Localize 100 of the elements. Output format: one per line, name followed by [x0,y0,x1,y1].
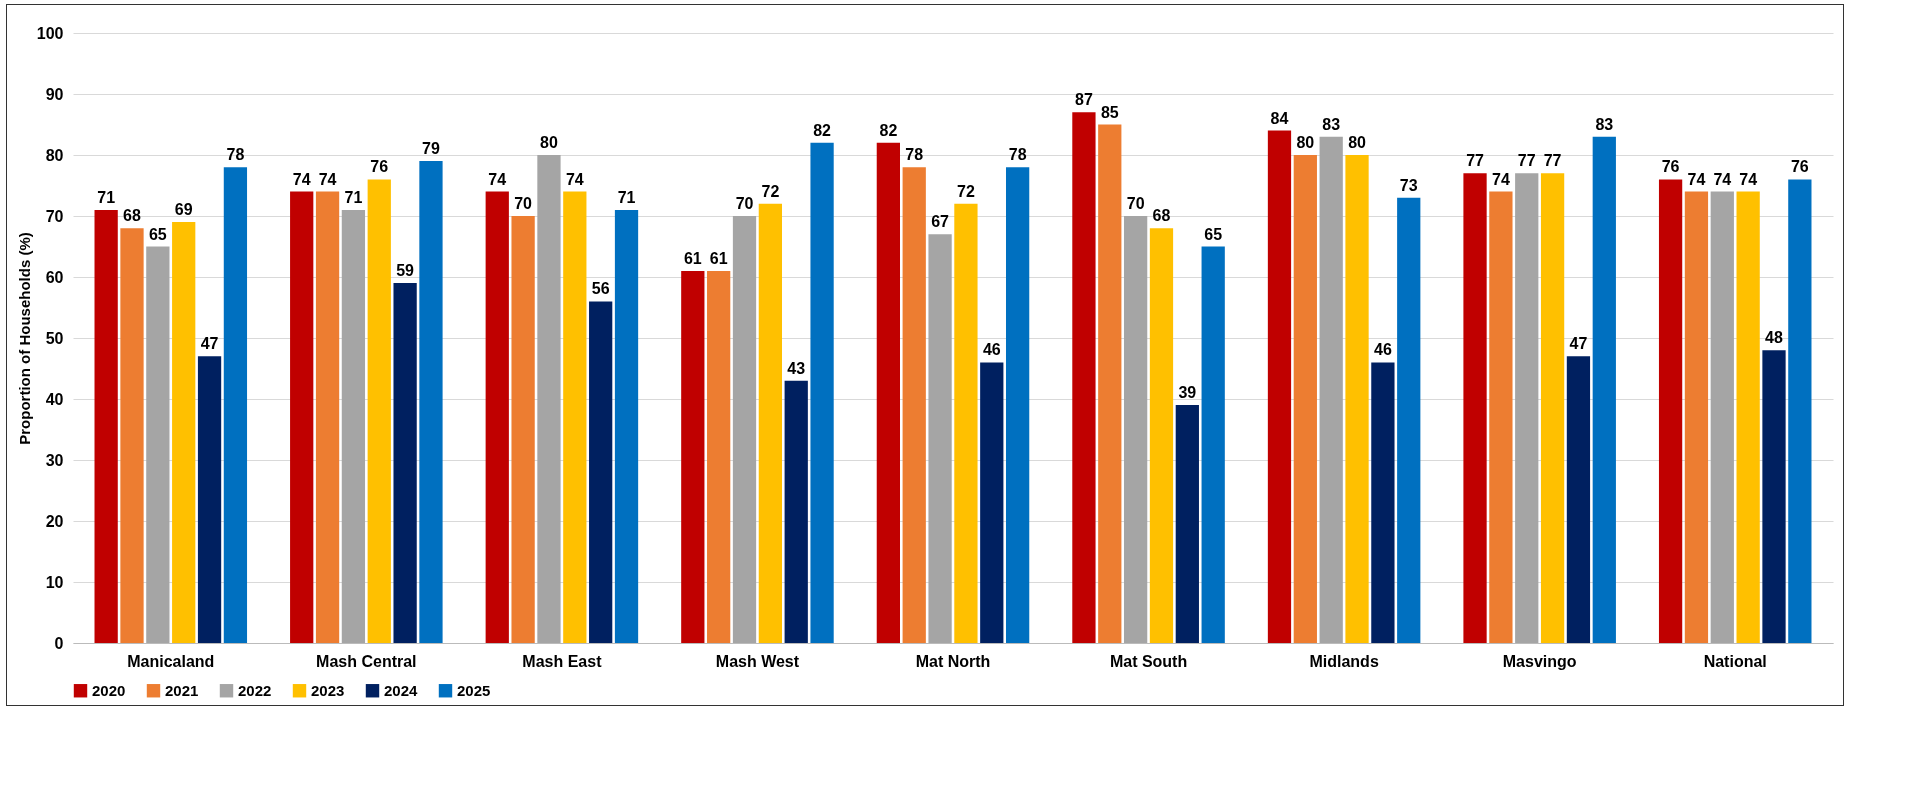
y-tick-label: 0 [54,634,64,652]
bar [1540,173,1565,643]
legend-label: 2022 [238,681,272,699]
x-tick-label: Mat North [915,652,991,670]
data-label: 68 [1152,207,1171,225]
data-label: 77 [1517,152,1536,170]
bar [784,380,808,643]
bar [367,179,391,643]
data-label: 65 [1204,225,1223,243]
bar [1684,191,1709,643]
data-label: 48 [1765,329,1783,347]
data-label: 82 [879,121,898,139]
data-label: 71 [617,188,636,206]
bar [290,191,314,643]
bar [1293,155,1317,643]
bar [1267,130,1292,643]
bar [511,216,535,643]
bar [1658,179,1683,643]
bar [1175,405,1199,643]
bar [485,191,509,643]
bar [120,228,144,643]
data-label: 74 [488,170,507,188]
y-tick-label: 90 [45,85,64,103]
data-label: 77 [1466,152,1485,170]
data-label: 65 [148,225,167,243]
data-label: 46 [982,341,1001,359]
bar [1762,350,1786,643]
data-label: 73 [1399,176,1418,194]
x-tick-label: Mash West [715,652,800,670]
bar [1006,167,1030,643]
y-tick-label: 30 [45,451,64,469]
x-tick-label: Masvingo [1502,652,1577,670]
bar [876,142,900,643]
bar [1098,124,1122,643]
data-label: 79 [422,140,440,158]
data-label: 76 [1790,158,1809,176]
bar [810,142,834,643]
data-label: 82 [813,121,832,139]
y-tick-label: 10 [45,573,64,591]
bar [419,161,443,643]
bar [1371,362,1395,643]
bar [1072,112,1096,643]
bar [1319,136,1343,643]
data-label: 74 [318,170,337,188]
y-axis-title: Proportion of Households (%) [15,232,33,445]
legend-label: 2021 [165,681,199,699]
bar [1566,356,1591,643]
y-tick-label: 60 [45,268,64,286]
x-tick-label: Mat South [1109,652,1188,670]
data-label: 80 [540,134,558,151]
bar [1201,246,1225,643]
data-label: 47 [200,335,219,353]
x-tick-label: Mash East [522,652,603,670]
data-label: 78 [226,146,245,164]
bar [758,203,782,643]
data-label: 87 [1075,91,1093,109]
data-label: 80 [1296,134,1315,151]
bar [172,222,196,643]
bar [1463,173,1487,643]
bar [537,155,561,643]
bar [928,234,952,643]
data-label: 71 [344,188,363,206]
bar [1149,228,1174,643]
data-label: 43 [787,359,806,377]
data-label: 70 [514,195,533,212]
y-tick-label: 50 [45,329,64,347]
data-label: 72 [957,182,975,200]
data-label: 74 [1687,170,1706,188]
data-label: 78 [1008,146,1027,164]
x-tick-label: Mash Central [316,652,417,670]
data-label: 68 [123,207,141,225]
data-label: 69 [174,201,193,219]
bar [341,209,366,643]
data-label: 80 [1348,134,1367,151]
y-tick-label: 70 [45,207,64,225]
data-label: 56 [591,280,610,298]
data-label: 74 [1739,170,1758,188]
y-tick-label: 100 [36,24,64,42]
bar [589,301,613,643]
data-label: 74 [1491,170,1510,188]
data-label: 74 [565,170,584,188]
data-label: 70 [1126,195,1145,212]
bar [1489,191,1513,643]
data-label: 39 [1178,384,1197,402]
y-tick-label: 40 [45,390,64,408]
data-label: 85 [1100,103,1119,121]
data-label: 83 [1595,115,1614,133]
x-tick-label: Manicaland [127,652,215,670]
bar [1710,191,1734,643]
bar [954,203,978,643]
legend-label: 2024 [384,681,419,699]
data-label: 77 [1543,152,1562,170]
data-label: 61 [709,249,728,267]
bar [707,270,731,643]
bar [146,246,170,643]
bar [315,191,340,643]
legend-label: 2020 [92,681,126,699]
data-label: 84 [1270,109,1289,127]
data-label: 46 [1373,341,1392,359]
data-label: 70 [735,195,754,212]
